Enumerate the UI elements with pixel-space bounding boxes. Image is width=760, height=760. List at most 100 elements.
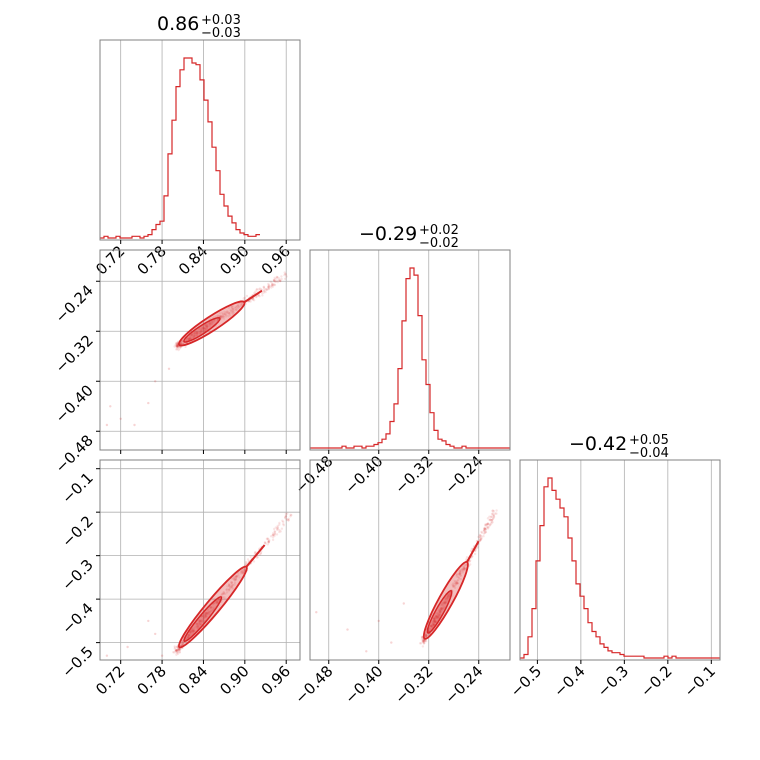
- panel-frame: [99, 39, 301, 241]
- scatter-point: [207, 611, 211, 614]
- scatter-point: [224, 313, 227, 316]
- scatter-point: [200, 620, 203, 623]
- scatter-point: [205, 325, 209, 328]
- scatter-point: [492, 513, 496, 516]
- scatter-point: [478, 535, 481, 538]
- scatter-point: [209, 610, 212, 613]
- scatter-point: [459, 574, 462, 578]
- scatter-point: [286, 518, 289, 521]
- scatter-point: [469, 563, 472, 566]
- scatter-point: [446, 599, 449, 603]
- scatter-point: [231, 309, 234, 312]
- scatter-point: [203, 327, 206, 330]
- scatter-point: [271, 283, 274, 286]
- scatter-point: [204, 615, 207, 618]
- scatter-point: [436, 615, 439, 618]
- scatter-point: [176, 651, 179, 654]
- scatter-point: [198, 623, 202, 626]
- scatter-point: [453, 584, 456, 588]
- scatter-point: [196, 623, 199, 626]
- scatter-point: [276, 276, 279, 279]
- scatter-point: [175, 345, 178, 348]
- scatter-point: [477, 535, 480, 539]
- scatter-point: [436, 612, 440, 615]
- scatter-point: [245, 294, 249, 298]
- scatter-point: [212, 320, 215, 324]
- scatter-point: [208, 322, 211, 325]
- scatter-point: [264, 541, 267, 544]
- scatter-point: [231, 305, 235, 308]
- scatter-point: [194, 332, 197, 335]
- scatter-point: [459, 572, 462, 575]
- scatter-point: [270, 284, 273, 288]
- scatter-point: [236, 304, 239, 308]
- scatter-point: [484, 528, 487, 531]
- scatter-point: [204, 325, 207, 328]
- x-tick-label: 0.84: [175, 242, 211, 278]
- scatter-point: [437, 616, 440, 620]
- scatter-point: [232, 311, 235, 314]
- scatter-point: [290, 513, 293, 517]
- scatter-point: [177, 648, 181, 651]
- scatter-point: [267, 541, 270, 544]
- scatter-point: [469, 549, 473, 552]
- scatter-point: [217, 315, 220, 318]
- scatter-point: [193, 334, 196, 338]
- scatter-point: [273, 530, 277, 534]
- scatter-point: [446, 596, 449, 599]
- scatter-point: [180, 643, 183, 647]
- histogram-step-line: [520, 477, 720, 659]
- scatter-point: [252, 560, 256, 563]
- scatter-point: [434, 620, 438, 624]
- scatter-point: [435, 619, 438, 623]
- scatter-point: [429, 625, 432, 628]
- scatter-point: [233, 583, 236, 586]
- scatter-point: [279, 530, 282, 533]
- scatter-point: [191, 629, 194, 633]
- scatter-point: [495, 509, 498, 512]
- x-tick-label: 0.90: [216, 242, 252, 278]
- scatter-point: [200, 328, 203, 332]
- scatter-point: [483, 527, 486, 530]
- scatter-point: [278, 528, 281, 532]
- scatter-point: [219, 314, 222, 318]
- scatter-point: [228, 311, 232, 314]
- scatter-point: [244, 560, 248, 564]
- scatter-point: [274, 526, 278, 529]
- scatter-point: [230, 581, 233, 584]
- scatter-point: [457, 578, 460, 582]
- scatter-point: [235, 575, 238, 579]
- scatter-point: [273, 280, 276, 283]
- scatter-point: [224, 592, 227, 595]
- scatter-point: [267, 286, 271, 289]
- scatter-point: [484, 528, 487, 531]
- scatter-point: [185, 637, 188, 641]
- scatter-point: [174, 649, 178, 652]
- scatter-point: [197, 328, 201, 331]
- scatter-point: [236, 303, 240, 307]
- scatter-point: [203, 615, 207, 619]
- scatter-point: [174, 342, 178, 345]
- scatter-point: [491, 514, 495, 517]
- scatter-point: [421, 639, 425, 642]
- scatter-point: [177, 648, 180, 651]
- scatter-point: [251, 298, 255, 301]
- scatter-point: [180, 342, 183, 346]
- scatter-point: [181, 639, 184, 643]
- scatter-point: [488, 523, 491, 526]
- scatter-point: [208, 324, 211, 328]
- x-tick-label: −0.1: [681, 662, 719, 700]
- y-tick-label: −0.48: [52, 431, 97, 476]
- scatter-point: [196, 331, 199, 334]
- scatter-point: [209, 609, 213, 613]
- scatter-point: [191, 630, 194, 633]
- scatter-point: [279, 279, 282, 283]
- scatter-point: [422, 639, 425, 643]
- scatter-point: [199, 623, 202, 626]
- x-tick-label: 0.72: [92, 662, 128, 698]
- scatter-point: [440, 603, 443, 607]
- scatter-point: [179, 346, 182, 349]
- panel-frame: [99, 249, 301, 451]
- scatter-point: [196, 334, 199, 337]
